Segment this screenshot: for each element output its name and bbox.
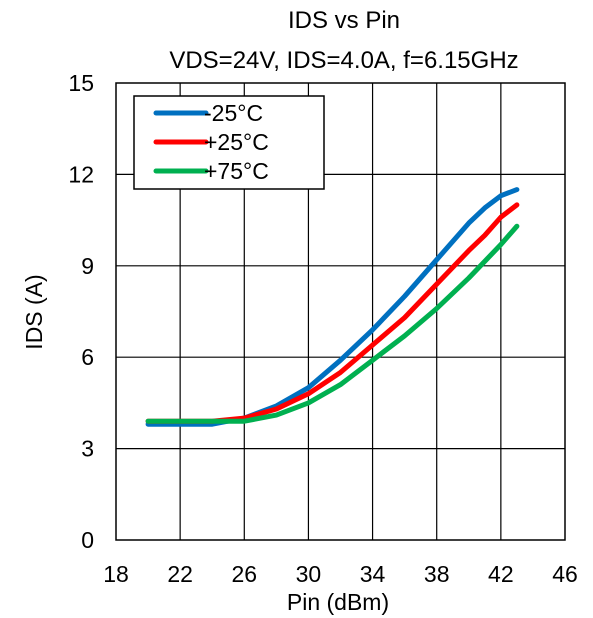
y-tick-label: 0 [81, 527, 94, 553]
y-tick-label: 12 [68, 161, 94, 187]
series-lines [145, 187, 520, 427]
y-tick-label: 3 [81, 436, 94, 462]
x-tick-label: 22 [167, 561, 193, 587]
x-tick-label: 34 [360, 561, 386, 587]
y-axis-label: IDS (A) [21, 274, 47, 349]
legend-label-0: -25°C [204, 100, 263, 126]
x-tick-label: 46 [552, 561, 578, 587]
y-tick-label: 15 [68, 70, 94, 96]
x-tick-label: 26 [231, 561, 257, 587]
legend-label-1: +25°C [204, 129, 269, 155]
chart-subtitle: VDS=24V, IDS=4.0A, f=6.15GHz [169, 47, 518, 74]
plot-area-frame [115, 82, 566, 541]
y-tick-label: 9 [81, 253, 94, 279]
y-tick-label: 6 [81, 344, 94, 370]
series-line-2 [145, 223, 520, 424]
chart-title: IDS vs Pin [288, 7, 400, 34]
x-tick-label: 38 [424, 561, 450, 587]
x-tick-label: 42 [488, 561, 514, 587]
legend-label-2: +75°C [204, 158, 269, 184]
legend: -25°C +25°C +75°C [133, 95, 325, 190]
x-axis-label: Pin (dBm) [287, 589, 389, 615]
tick-labels: 18 22 26 30 34 38 42 46 0 3 6 9 12 15 [68, 70, 577, 587]
x-tick-label: 30 [296, 561, 322, 587]
x-tick-label: 18 [103, 561, 129, 587]
